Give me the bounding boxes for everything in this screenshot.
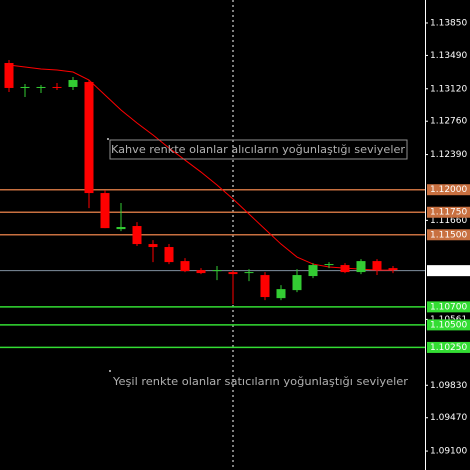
candle-body — [372, 261, 382, 271]
candle-body — [164, 247, 174, 263]
level-tag — [427, 341, 470, 353]
level-tag — [427, 206, 470, 218]
annotation: Yeşil renkte olanlar satıcıların yoğunla… — [112, 375, 409, 388]
y-tick-label: 1.11660 — [430, 216, 467, 226]
level-label: 1.12000 — [430, 185, 467, 195]
candle-body — [324, 264, 334, 266]
level-label: 1.10500 — [430, 320, 467, 330]
candle-body — [276, 289, 286, 299]
annotation-box — [109, 139, 408, 160]
y-tick-label: 1.09470 — [430, 413, 467, 423]
current-price-tag — [427, 265, 470, 277]
level-label: 1.11500 — [430, 230, 467, 240]
current-price-label: 1.11102 — [430, 266, 467, 276]
candle-body — [84, 82, 94, 194]
y-tick-label: 1.13120 — [430, 84, 467, 94]
y-tick-label: 1.13490 — [430, 51, 467, 61]
candle-body — [212, 270, 222, 272]
y-tick-label: 1.09100 — [430, 447, 467, 457]
level-tag — [427, 301, 470, 313]
candle-body — [52, 86, 62, 88]
candle-body — [388, 268, 398, 271]
candle-body — [132, 226, 142, 245]
candle-body — [260, 275, 270, 298]
level-label: 1.10700 — [430, 302, 467, 312]
y-tick-label: 1.12390 — [430, 150, 467, 160]
candle-body — [4, 62, 14, 88]
level-tag — [427, 184, 470, 196]
y-tick-label: 1.09830 — [430, 381, 467, 391]
candle-body — [36, 86, 46, 88]
level-tag — [427, 229, 470, 241]
candle-body — [228, 272, 238, 275]
candle-body — [20, 86, 30, 88]
candle-body — [180, 261, 190, 272]
candle-body — [100, 193, 110, 229]
candle-body — [292, 275, 302, 291]
candle-body — [308, 265, 318, 277]
candle-body — [148, 244, 158, 248]
anchor-dot — [109, 370, 111, 372]
y-tick-label: 1.13850 — [430, 18, 467, 28]
candle-body — [196, 270, 206, 274]
candle-body — [356, 261, 366, 273]
level-label: 1.10250 — [430, 343, 467, 353]
y-tick-label: 1.12760 — [430, 117, 467, 127]
candle-body — [340, 265, 350, 273]
annotation: Kahve renkte olanlar alıcıların yoğunlaş… — [111, 143, 405, 156]
candle-body — [116, 227, 126, 230]
level-tag — [427, 319, 470, 331]
anchor-dot — [107, 138, 109, 140]
candle-body — [244, 272, 254, 274]
candle-body — [68, 80, 78, 87]
level-label: 1.11750 — [430, 208, 467, 218]
